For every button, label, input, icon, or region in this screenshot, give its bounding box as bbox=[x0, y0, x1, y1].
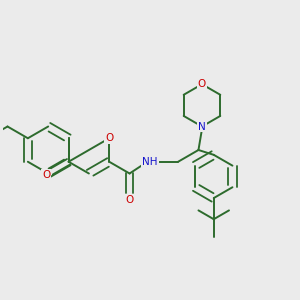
Text: N: N bbox=[198, 122, 206, 131]
Text: NH: NH bbox=[142, 157, 158, 167]
Text: O: O bbox=[198, 79, 206, 89]
Text: O: O bbox=[125, 195, 134, 205]
Text: O: O bbox=[105, 133, 113, 143]
Text: O: O bbox=[42, 169, 50, 180]
